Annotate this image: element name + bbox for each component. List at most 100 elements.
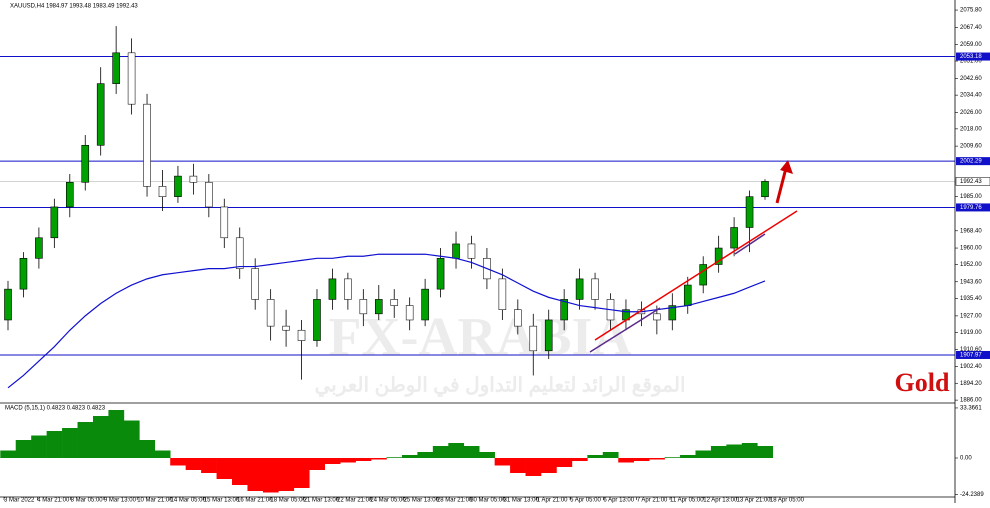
- x-tick-label: 24 Mar 05:00: [370, 498, 406, 503]
- candle-body: [745, 196, 754, 228]
- candle-body: [127, 52, 136, 105]
- y-tick-label: 1943.60: [960, 279, 982, 285]
- y-tick-label: 1894.20: [960, 381, 982, 387]
- macd-label: MACD (5,15,1) 0.4823 0.4823 0.4823: [5, 406, 106, 412]
- y-tick-label: 1935.40: [960, 296, 982, 302]
- level-label: 1979.76: [960, 205, 982, 211]
- candle-body: [359, 299, 368, 315]
- x-tick-label: 18 Apr 05:00: [770, 498, 805, 503]
- x-tick-label: 18 Mar 05:00: [270, 498, 306, 503]
- candle-body: [50, 206, 59, 239]
- macd-bar: [31, 435, 47, 458]
- x-tick-label: 16 Mar 21:00: [237, 498, 273, 503]
- macd-bar: [170, 458, 186, 466]
- x-tick-label: 5 Apr 05:00: [570, 498, 601, 503]
- x-tick-label: 25 Mar 13:00: [404, 498, 440, 503]
- brand-label: Gold: [895, 368, 950, 397]
- candle-body: [4, 288, 12, 321]
- y-tick-label: 2026.00: [960, 110, 982, 116]
- candle-body: [374, 299, 383, 315]
- candle-body: [19, 258, 28, 290]
- x-tick-label: 31 Mar 13:00: [504, 498, 540, 503]
- candle-body: [81, 144, 90, 183]
- macd-bar: [494, 458, 511, 466]
- level-label: 2053.18: [960, 54, 982, 60]
- candle-body: [189, 175, 198, 183]
- macd-bar: [278, 458, 295, 491]
- y-tick-label: 2042.60: [960, 76, 982, 82]
- candle-body: [560, 299, 568, 321]
- candle-body: [529, 325, 538, 352]
- macd-bar: [309, 458, 326, 470]
- y-tick-label: 0.00: [960, 456, 972, 462]
- macd-bar: [695, 450, 712, 458]
- macd-bar: [664, 457, 681, 458]
- macd-bar: [340, 458, 356, 463]
- y-tick-label: 1968.40: [960, 228, 982, 234]
- macd-bar: [401, 455, 418, 458]
- macd-bar: [216, 458, 233, 479]
- macd-bar: [386, 457, 403, 458]
- candle-body: [266, 299, 275, 327]
- macd-bar: [185, 458, 202, 470]
- candle-body: [35, 237, 43, 259]
- macd-bar: [463, 446, 480, 458]
- chart-title: XAUUSD,H4 1984.97 1993.48 1983.49 1992.4…: [10, 4, 138, 10]
- macd-bar: [525, 458, 542, 476]
- y-tick-label: 1910.60: [960, 347, 982, 353]
- x-tick-label: 9 Mar 13:00: [104, 498, 137, 503]
- candle-body: [313, 299, 321, 341]
- macd-bar: [0, 450, 17, 458]
- y-tick-label: 1919.00: [960, 330, 982, 336]
- y-tick-label: 33.3661: [960, 406, 982, 412]
- candle-body: [344, 278, 352, 300]
- y-tick-label: 2018.00: [960, 126, 982, 132]
- candle-body: [174, 175, 182, 197]
- arrow-head: [780, 160, 793, 174]
- y-tick-label: 2034.40: [960, 93, 982, 99]
- candle-body: [158, 186, 167, 197]
- x-tick-label: 4 Mar 21:00: [37, 498, 70, 503]
- macd-bar: [15, 440, 32, 458]
- candle-body: [421, 288, 429, 321]
- x-tick-label: 14 Mar 05:00: [171, 498, 207, 503]
- macd-bar: [680, 455, 696, 458]
- macd-bar: [587, 455, 604, 458]
- candle-body: [65, 181, 74, 208]
- candle-body: [653, 313, 661, 321]
- x-tick-label: 28 Mar 21:00: [437, 498, 473, 503]
- macd-bar: [62, 428, 78, 458]
- level-tag: [956, 52, 990, 61]
- level-tag: [956, 157, 990, 166]
- y-tick-label: 1886.00: [960, 398, 982, 404]
- y-tick-label: 2075.80: [960, 8, 982, 14]
- x-tick-label: 8 Mar 05:00: [71, 498, 104, 503]
- x-tick-label: 6 Apr 13:00: [603, 498, 634, 503]
- macd-bar: [232, 458, 248, 485]
- macd-bar: [247, 458, 264, 491]
- macd-bar: [201, 458, 217, 473]
- y-tick-label: 2051.00: [960, 59, 982, 65]
- x-tick-label: 30 Mar 05:00: [470, 498, 506, 503]
- candle-body: [390, 299, 399, 306]
- macd-bar: [46, 431, 63, 458]
- x-tick-label: 15 Mar 13:00: [204, 498, 240, 503]
- x-tick-label: 12 Apr 13:00: [703, 498, 738, 503]
- macd-bar: [139, 440, 156, 458]
- macd-bar: [479, 452, 495, 458]
- candle-body: [297, 329, 306, 341]
- macd-bar: [371, 458, 387, 460]
- macd-bar: [417, 452, 434, 458]
- candle-body: [544, 319, 553, 352]
- candle-body: [235, 237, 244, 269]
- candle-body: [591, 278, 599, 300]
- y-tick-label: 1985.00: [960, 194, 982, 200]
- candle-body: [498, 278, 507, 310]
- macd-bar: [510, 458, 526, 473]
- candle-body: [761, 181, 769, 198]
- level-tag: [956, 203, 990, 212]
- y-tick-label: -24.2389: [960, 492, 984, 498]
- x-tick-label: 7 Apr 21:00: [637, 498, 668, 503]
- macd-bar: [571, 458, 588, 461]
